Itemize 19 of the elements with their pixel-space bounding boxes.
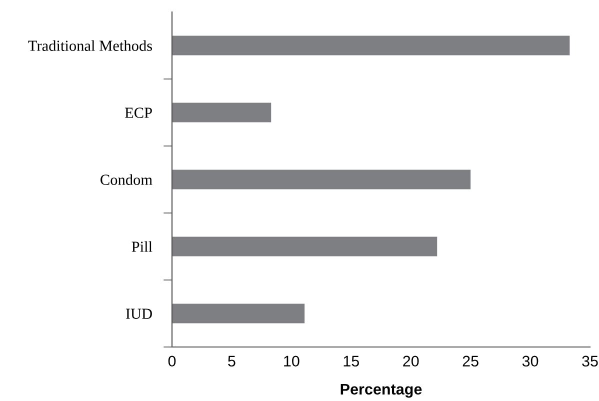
bar [172,102,272,122]
x-axis-title: Percentage [340,384,422,398]
bar [172,36,570,56]
x-tick-label: 0 [168,356,176,367]
x-tick-label: 25 [462,356,478,367]
y-tick-label: Pill [132,241,152,252]
bar [172,304,305,324]
x-tick-label: 35 [582,356,598,367]
x-tick-label: 20 [403,356,419,367]
y-tick-label: Traditional Methods [28,40,152,51]
x-tick-label: 10 [284,356,300,367]
bar [172,236,438,256]
y-tick-label: Condom [100,174,152,185]
y-tick-label: IUD [126,308,152,319]
x-tick-label: 30 [522,356,538,367]
bar [172,170,471,190]
x-tick-label: 5 [228,356,236,367]
y-tick-label: ECP [124,108,152,118]
x-tick-label: 15 [344,356,359,367]
